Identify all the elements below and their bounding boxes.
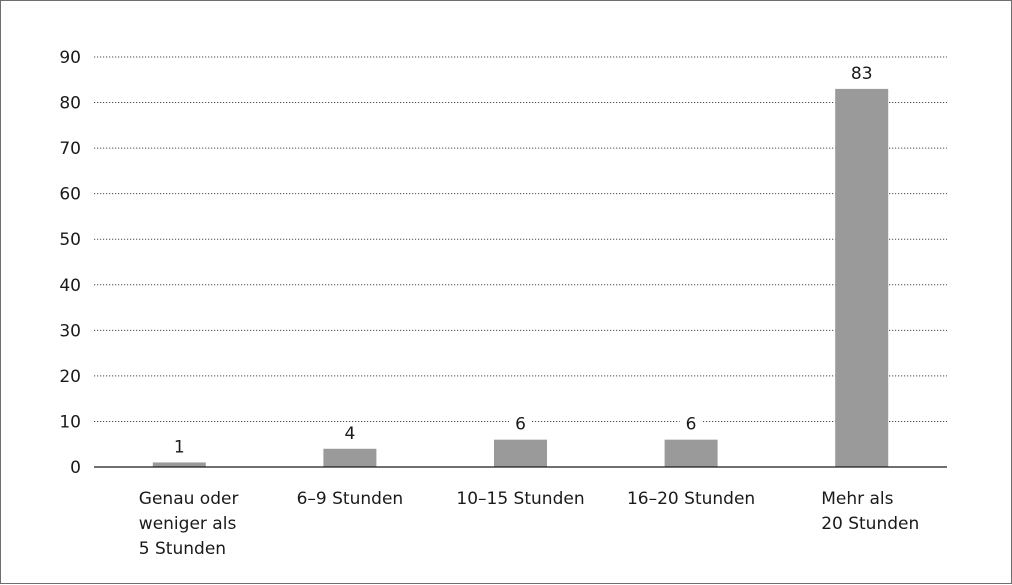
bar — [152, 462, 206, 467]
bar — [323, 448, 377, 467]
category-label: 16–20 Stunden — [627, 489, 755, 509]
category-label: 10–15 Stunden — [456, 489, 584, 509]
data-label-background — [167, 436, 191, 459]
y-tick-label: 60 — [59, 185, 81, 205]
data-label: 4 — [344, 424, 355, 444]
y-tick-label: 40 — [59, 276, 81, 296]
data-label: 1 — [174, 437, 185, 457]
category-label-line: 20 Stunden — [821, 514, 919, 534]
y-tick-label: 50 — [59, 230, 81, 250]
y-tick-label: 10 — [59, 412, 81, 432]
category-label-line: 5 Stunden — [139, 539, 226, 559]
y-tick-label: 30 — [59, 321, 81, 341]
bar — [664, 439, 718, 467]
category-label-line: 10–15 Stunden — [456, 489, 584, 509]
category-label-line: weniger als — [139, 514, 237, 534]
y-tick-label: 80 — [59, 94, 81, 114]
category-label-line: 6–9 Stunden — [297, 489, 404, 509]
y-tick-label: 90 — [59, 48, 81, 68]
y-tick-labels: 0 10 20 30 40 50 60 70 80 90 — [59, 48, 81, 478]
category-label: 6–9 Stunden — [297, 489, 404, 509]
data-label: 6 — [686, 415, 697, 435]
data-labels: 1 4 6 6 83 — [167, 62, 879, 459]
category-label-line: Mehr als — [821, 489, 893, 509]
bar — [494, 439, 547, 467]
category-label-line: 16–20 Stunden — [627, 489, 755, 509]
y-tick-label: 20 — [59, 367, 81, 387]
data-label-background — [338, 422, 362, 445]
data-label-background — [844, 62, 879, 85]
data-label-background — [679, 413, 703, 436]
category-label: Mehr als 20 Stunden — [821, 489, 919, 534]
bar — [835, 88, 889, 467]
bars — [152, 88, 889, 467]
data-label-background — [509, 413, 532, 436]
y-tick-label: 0 — [70, 458, 81, 478]
gridlines — [94, 56, 947, 422]
data-label: 6 — [515, 415, 526, 435]
y-tick-label: 70 — [59, 139, 81, 159]
category-labels: Genau oder weniger als 5 Stunden 6–9 Stunde… — [139, 489, 919, 559]
data-label: 83 — [851, 64, 873, 84]
category-label-line: Genau oder — [139, 489, 239, 509]
category-label: Genau oder weniger als 5 Stunden — [139, 489, 239, 559]
